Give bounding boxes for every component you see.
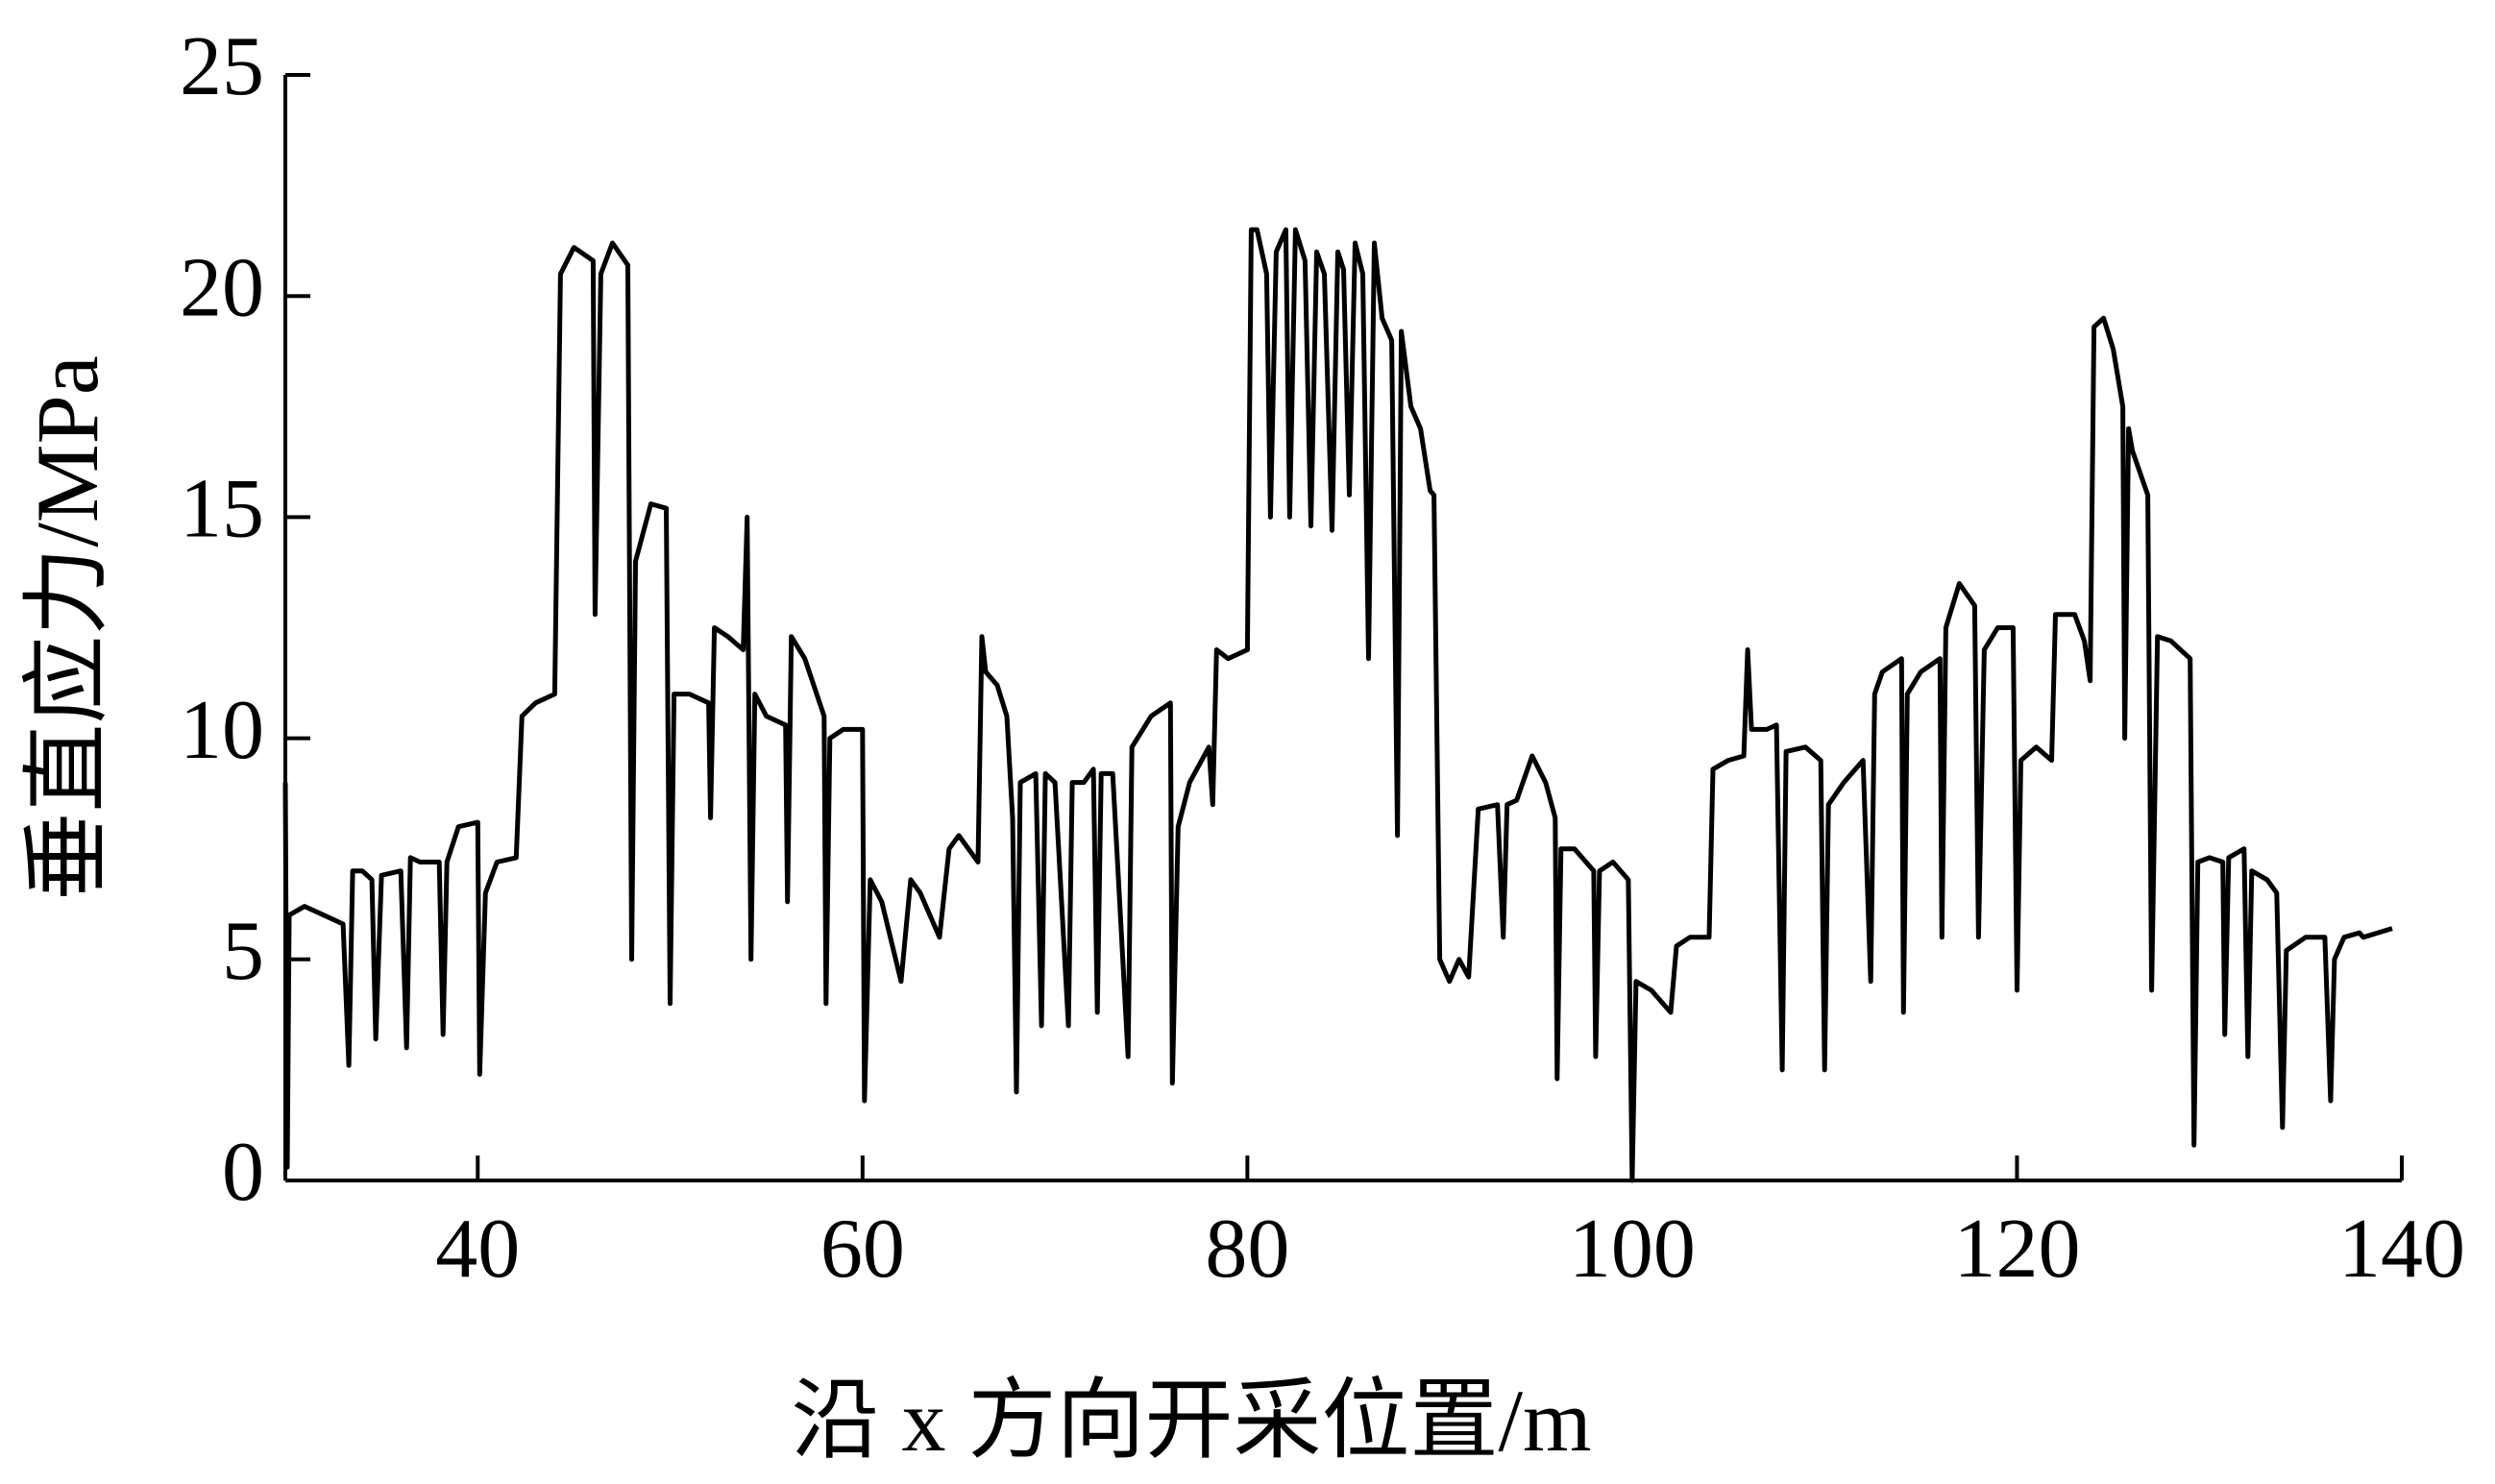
line-series <box>282 227 2393 1183</box>
y-tick-label: 5 <box>222 905 264 998</box>
x-tick-label: 120 <box>1953 1203 2080 1296</box>
y-tick-label: 20 <box>180 241 264 334</box>
y-tick-label: 0 <box>222 1126 264 1219</box>
x-tick-label: 80 <box>1205 1203 1289 1296</box>
x-tick-label: 60 <box>820 1203 905 1296</box>
x-tick-label: 40 <box>435 1203 520 1296</box>
x-axis-label: 沿 x 方向开采位置/m <box>791 1372 1591 1470</box>
y-axis-label: 垂直应力/MPa <box>18 355 116 900</box>
x-tick-label: 140 <box>2338 1203 2465 1296</box>
y-tick-label: 25 <box>180 20 264 113</box>
y-tick-label: 10 <box>180 684 264 777</box>
y-tick-label: 15 <box>180 463 264 556</box>
x-tick-label: 100 <box>1569 1203 1696 1296</box>
